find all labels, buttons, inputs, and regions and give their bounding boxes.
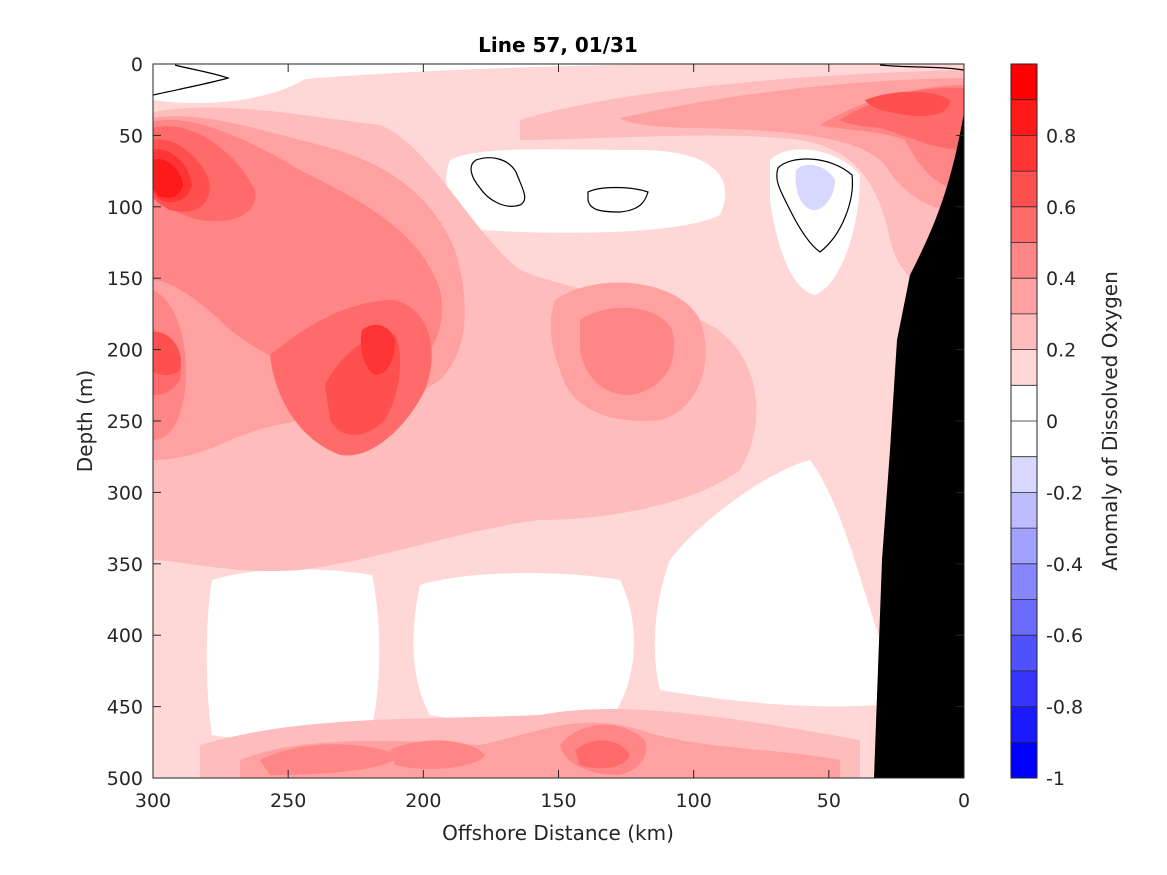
colorbar-tick-label: -0.2 — [1046, 482, 1083, 504]
contour-fill-zero-lower-right — [654, 460, 880, 707]
x-tick-label: 200 — [405, 790, 441, 812]
contour-fill-0.6-coast — [865, 91, 950, 117]
contour-fill-zero-upper — [446, 149, 726, 233]
colorbar-swatch — [1011, 171, 1037, 207]
y-tick-label: 150 — [107, 268, 143, 290]
colorbar-tick-label: 0.8 — [1046, 125, 1076, 147]
x-tick-label: 150 — [540, 790, 576, 812]
colorbar-swatch — [1011, 635, 1037, 671]
x-axis-ticks: 300 250 200 150 100 50 0 — [135, 64, 970, 812]
y-tick-label: 500 — [107, 768, 143, 790]
colorbar-tick-label: -1 — [1046, 768, 1065, 790]
colorbar-frame — [1010, 63, 1038, 779]
x-tick-label: 50 — [817, 790, 841, 812]
colorbar-tick-label: 0 — [1046, 411, 1058, 433]
colorbar-swatch — [1011, 64, 1037, 100]
colorbar-swatch — [1011, 385, 1037, 421]
colorbar-swatch — [1011, 599, 1037, 636]
x-tick-label: 250 — [270, 790, 306, 812]
contour-fill-zero-surface — [153, 65, 320, 104]
contour-fill-negative — [795, 164, 835, 211]
y-tick-label: 250 — [107, 411, 143, 433]
contour-fill-0.4-bottom-mid — [390, 740, 485, 769]
zero-contour-line — [879, 64, 964, 71]
contour-fill-0.6-left — [153, 331, 181, 376]
colorbar-tick-label: 0.4 — [1046, 268, 1076, 290]
contour-fill-0.8 — [153, 159, 183, 198]
colorbar-swatch — [1011, 492, 1037, 529]
contour-fill-zero-lower-mid — [413, 573, 634, 725]
colorbar-swatch — [1011, 99, 1037, 136]
zero-contour-line — [776, 158, 854, 253]
colorbar-tick-label: -0.8 — [1046, 697, 1083, 719]
seafloor — [874, 112, 964, 778]
colorbar-swatch — [1011, 206, 1037, 243]
contour-fill-0.4-mid — [580, 307, 675, 395]
y-tick-label: 450 — [107, 697, 143, 719]
y-axis-ticks: 0 50 100 150 200 250 300 350 400 450 500 — [107, 54, 964, 790]
y-tick-label: 300 — [107, 482, 143, 504]
zero-contour-line — [587, 186, 649, 213]
colorbar-swatch — [1011, 278, 1037, 314]
colorbar-swatch — [1011, 421, 1037, 457]
y-axis-label: Depth (m) — [73, 370, 97, 472]
colorbar-swatch — [1011, 135, 1037, 172]
colorbar-tick-label: 0.2 — [1046, 340, 1076, 362]
chart-title: Line 57, 01/31 — [478, 33, 638, 57]
colorbar-swatch — [1011, 242, 1037, 279]
colorbar-swatch — [1011, 706, 1037, 743]
zero-contour-line — [153, 64, 230, 96]
colorbar-swatch — [1011, 313, 1037, 350]
x-tick-label: 100 — [676, 790, 712, 812]
contour-fill-0.3-bottom — [240, 722, 840, 778]
x-axis-label: Offshore Distance (km) — [442, 821, 674, 845]
colorbar: 0.8 0.6 0.4 0.2 0 -0.2 -0.4 -0.6 -0.8 -1 — [1010, 63, 1083, 790]
colorbar-swatch — [1011, 563, 1037, 600]
y-tick-label: 0 — [131, 54, 143, 76]
contour-fill-0.7-center — [360, 324, 395, 375]
y-tick-label: 400 — [107, 625, 143, 647]
y-tick-label: 200 — [107, 340, 143, 362]
contour-fill-0.4-bottom-left — [260, 744, 400, 775]
contour-fill-zero-pocket — [770, 149, 860, 295]
contour-fill-zero-lower-left — [206, 569, 380, 741]
colorbar-label: Anomaly of Dissolved Oxygen — [1098, 271, 1122, 571]
contour-field — [153, 64, 964, 778]
x-tick-label: 0 — [958, 790, 970, 812]
zero-contour-line — [470, 157, 526, 207]
contour-fill-0.5-bottom — [575, 740, 630, 769]
y-tick-label: 50 — [119, 125, 143, 147]
y-tick-label: 350 — [107, 554, 143, 576]
colorbar-swatch — [1011, 670, 1037, 707]
colorbar-swatch — [1011, 742, 1037, 778]
colorbar-swatch — [1011, 349, 1037, 386]
y-tick-label: 100 — [107, 197, 143, 219]
colorbar-tick-label: -0.4 — [1046, 554, 1083, 576]
colorbar-tick-label: 0.6 — [1046, 197, 1076, 219]
x-tick-label: 300 — [135, 790, 171, 812]
colorbar-swatch — [1011, 528, 1037, 564]
colorbar-tick-label: -0.6 — [1046, 625, 1083, 647]
colorbar-swatch — [1011, 456, 1037, 493]
